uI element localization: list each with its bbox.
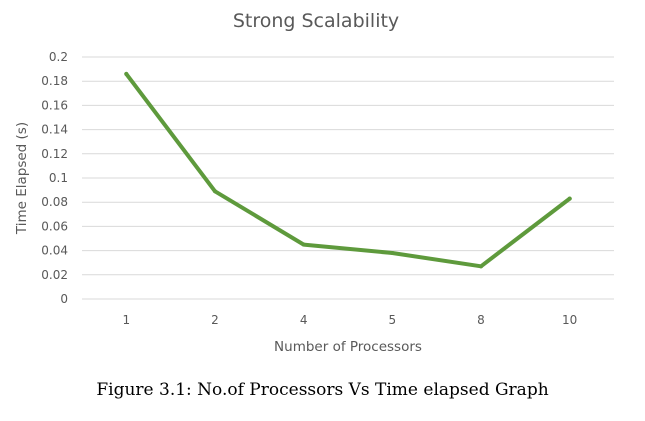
x-tick-label: 5 bbox=[389, 313, 397, 327]
x-tick-label: 10 bbox=[562, 313, 577, 327]
x-axis-label: Number of Processors bbox=[274, 339, 422, 355]
y-axis-label: Time Elapsed (s) bbox=[14, 122, 30, 235]
y-tick-label: 0.04 bbox=[41, 244, 68, 258]
y-tick-label: 0.14 bbox=[41, 123, 68, 137]
x-tick-label: 1 bbox=[123, 313, 131, 327]
y-tick-label: 0.2 bbox=[49, 50, 68, 64]
x-tick-label: 2 bbox=[211, 313, 219, 327]
x-tick-label: 8 bbox=[477, 313, 485, 327]
x-axis-ticks: 1 2 4 5 8 10 bbox=[123, 313, 578, 327]
data-point bbox=[390, 251, 395, 256]
data-point bbox=[213, 189, 217, 194]
y-tick-label: 0.16 bbox=[41, 98, 68, 112]
y-tick-label: 0.12 bbox=[41, 147, 68, 161]
gridlines bbox=[82, 56, 614, 300]
y-tick-label: 0.18 bbox=[41, 74, 68, 88]
data-point bbox=[479, 264, 483, 269]
y-tick-label: 0.08 bbox=[41, 195, 68, 209]
series-group bbox=[124, 71, 572, 269]
y-axis-ticks: 0 0.02 0.04 0.06 0.08 0.1 0.12 0.14 0.16 0.18 0.2 bbox=[41, 50, 68, 306]
data-point bbox=[567, 196, 572, 201]
x-tick-label: 4 bbox=[300, 313, 308, 327]
y-tick-label: 0.1 bbox=[49, 171, 68, 185]
chart-title: Strong Scalability bbox=[233, 10, 399, 32]
line-chart: Strong Scalability 00.020.040.060.080.10… bbox=[14, 10, 614, 355]
y-tick-label: 0.02 bbox=[41, 268, 68, 282]
figure-caption: Figure 3.1: No.of Processors Vs Time ela… bbox=[96, 380, 549, 400]
y-tick-label: 0 bbox=[60, 292, 68, 306]
data-point bbox=[124, 71, 129, 76]
series-line bbox=[124, 71, 572, 269]
y-tick-label: 0.06 bbox=[41, 219, 68, 233]
data-point bbox=[301, 242, 306, 247]
